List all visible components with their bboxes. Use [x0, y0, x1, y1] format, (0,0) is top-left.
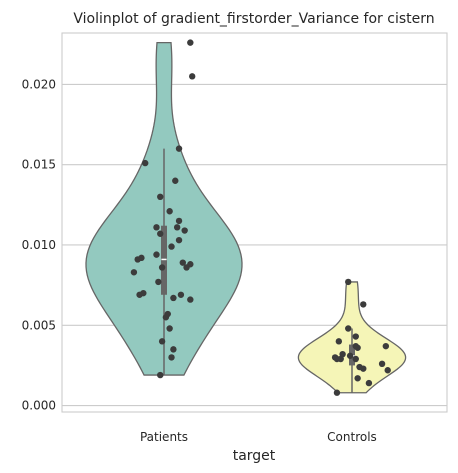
- data-point: [155, 278, 162, 286]
- data-point: [384, 367, 391, 374]
- data-point: [175, 145, 183, 152]
- data-point: [365, 379, 373, 387]
- x-axis-ticks: Patients Controls: [140, 430, 377, 444]
- data-point: [179, 259, 186, 266]
- data-point: [166, 325, 173, 332]
- data-point: [345, 325, 352, 332]
- x-tick-label-controls: Controls: [327, 430, 377, 444]
- data-point: [157, 371, 164, 379]
- data-point: [352, 355, 359, 363]
- y-tick-label: 0.010: [22, 238, 56, 252]
- data-point: [162, 314, 170, 321]
- data-point: [189, 73, 196, 80]
- data-point: [335, 338, 343, 345]
- data-point: [354, 344, 361, 351]
- y-axis-ticks: 0.000 0.005 0.010 0.015 0.020: [22, 77, 56, 412]
- data-point: [333, 355, 341, 363]
- data-point: [187, 296, 194, 303]
- chart-title: Violinplot of gradient_firstorder_Varian…: [73, 11, 434, 27]
- data-point: [175, 217, 183, 225]
- data-point: [136, 291, 143, 298]
- data-point: [378, 360, 386, 368]
- data-point: [181, 227, 188, 234]
- data-point: [153, 224, 160, 231]
- y-tick-label: 0.000: [22, 399, 56, 413]
- data-point: [170, 346, 177, 353]
- data-point: [183, 264, 190, 271]
- y-tick-label: 0.020: [22, 77, 56, 91]
- data-point: [158, 338, 166, 345]
- data-point: [158, 264, 166, 271]
- data-point: [354, 375, 361, 382]
- data-point: [166, 208, 173, 215]
- data-point: [333, 389, 341, 396]
- data-point: [382, 342, 390, 350]
- data-point: [157, 193, 164, 201]
- data-point: [157, 230, 164, 237]
- violins: [85, 39, 407, 396]
- data-point: [170, 294, 177, 302]
- iqr-box: [161, 225, 167, 295]
- data-point: [346, 352, 354, 359]
- data-point: [345, 278, 352, 286]
- y-tick-label: 0.005: [22, 318, 56, 332]
- data-point: [175, 236, 183, 244]
- data-point: [130, 269, 138, 276]
- data-point: [360, 365, 367, 372]
- data-point: [142, 159, 149, 167]
- data-point: [339, 350, 346, 358]
- data-point: [172, 177, 179, 184]
- data-point: [153, 251, 160, 258]
- x-axis-label: target: [233, 448, 276, 464]
- y-tick-label: 0.015: [22, 158, 56, 172]
- data-point: [360, 301, 367, 308]
- data-point: [173, 224, 181, 231]
- data-point: [168, 243, 175, 250]
- data-point: [168, 354, 175, 361]
- data-point: [177, 291, 185, 298]
- data-point: [352, 333, 359, 340]
- data-point: [187, 39, 194, 46]
- x-tick-label-patients: Patients: [140, 430, 188, 444]
- data-point: [134, 256, 141, 263]
